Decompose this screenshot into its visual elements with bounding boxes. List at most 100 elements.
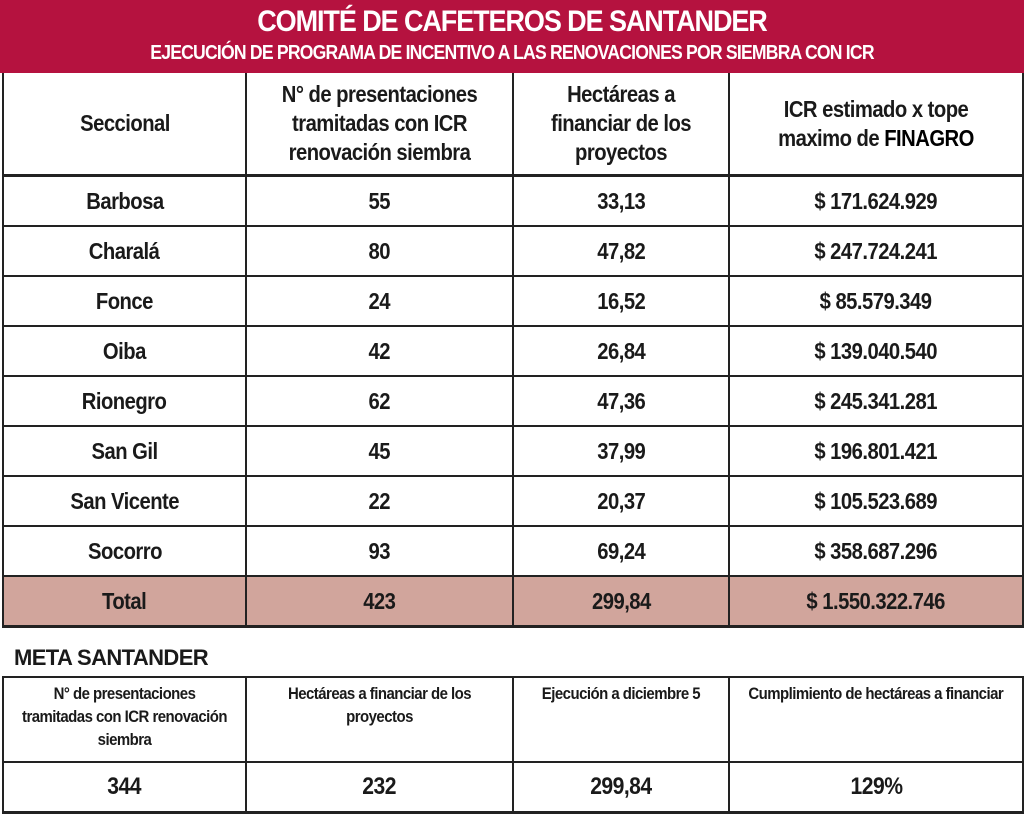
table-cell: Rionegro: [2, 375, 247, 427]
table-cell: $ 1.550.322.746: [728, 575, 1024, 628]
cell-text: 423: [363, 587, 396, 614]
cell-text: 80: [368, 237, 391, 264]
table-cell: Socorro: [2, 525, 247, 577]
meta-header-row: N° de presentaciones tramitadas con ICR …: [2, 676, 1024, 763]
table-cell: San Gil: [2, 425, 247, 477]
cell-text: 93: [368, 537, 391, 564]
table-row: Barbosa 55 33,13 $ 171.624.929: [2, 174, 1024, 227]
table-row: San Gil 45 37,99 $ 196.801.421: [2, 425, 1024, 477]
col-header-presentaciones: N° de presentaciones tramitadas con ICR …: [245, 73, 514, 177]
cell-text: $ 105.523.689: [814, 487, 938, 514]
cell-text: ICR estimado x tope maximo de FINAGRO: [778, 95, 974, 151]
table-row: San Vicente 22 20,37 $ 105.523.689: [2, 475, 1024, 527]
meta-values-row: 344 232 299,84 129%: [2, 761, 1024, 814]
cell-text: 344: [107, 773, 142, 800]
cell-text: $ 1.550.322.746: [806, 587, 946, 614]
cell-text: Rionegro: [82, 387, 167, 414]
table-cell: 299,84: [512, 761, 730, 814]
table-cell: $ 196.801.421: [728, 425, 1024, 477]
table-cell: 33,13: [512, 174, 730, 227]
table-cell: $ 171.624.929: [728, 174, 1024, 227]
cell-text: 42: [368, 337, 391, 364]
table-cell: Oiba: [2, 325, 247, 377]
table-cell: 69,24: [512, 525, 730, 577]
table-cell: $ 245.341.281: [728, 375, 1024, 427]
cell-text: Charalá: [89, 237, 160, 264]
table-cell: 299,84: [512, 575, 730, 628]
cell-text: Oiba: [103, 337, 146, 364]
table-cell: San Vicente: [2, 475, 247, 527]
col-header-seccional: Seccional: [2, 73, 247, 177]
table-cell: Fonce: [2, 275, 247, 327]
cell-text: San Gil: [91, 437, 158, 464]
cell-text: 24: [368, 287, 391, 314]
meta-col-cumplimiento: Cumplimiento de hectáreas a financiar: [728, 676, 1024, 763]
cell-text: 26,84: [596, 337, 646, 364]
cell-text: N° de presentaciones tramitadas con ICR …: [281, 81, 478, 165]
table-row: Rionegro 62 47,36 $ 245.341.281: [2, 375, 1024, 427]
cell-text: 299,84: [590, 773, 652, 800]
cell-text: Socorro: [87, 537, 162, 564]
cell-text: 45: [368, 437, 391, 464]
cell-text: Hectáreas a financiar de los proyectos: [287, 684, 472, 726]
table-cell: $ 358.687.296: [728, 525, 1024, 577]
table-cell: 24: [245, 275, 514, 327]
col-header-hectareas: Hectáreas a financiar de los proyectos: [512, 73, 730, 177]
cell-text: 62: [368, 387, 391, 414]
table-row: Charalá 80 47,82 $ 247.724.241: [2, 225, 1024, 277]
cell-text: 16,52: [596, 287, 646, 314]
table-row: Fonce 24 16,52 $ 85.579.349: [2, 275, 1024, 327]
cell-text: 299,84: [591, 587, 651, 614]
cell-text: Ejecución a diciembre 5: [541, 684, 701, 703]
table-cell: $ 247.724.241: [728, 225, 1024, 277]
meta-section-title: META SANTANDER: [14, 645, 209, 670]
cell-text: $ 245.341.281: [814, 387, 938, 414]
cell-text: Barbosa: [85, 187, 164, 214]
cell-text: 129%: [850, 773, 902, 800]
cell-text: Total: [102, 587, 147, 614]
cell-text: 55: [368, 187, 391, 214]
cell-text: 232: [362, 773, 397, 800]
table-cell: 93: [245, 525, 514, 577]
table-row: Oiba 42 26,84 $ 139.040.540: [2, 325, 1024, 377]
total-row: Total 423 299,84 $ 1.550.322.746: [2, 575, 1024, 628]
cell-text: Cumplimiento de hectáreas a financiar: [748, 684, 1004, 703]
cell-text: 33,13: [596, 187, 646, 214]
table-cell: 45: [245, 425, 514, 477]
table-cell: 37,99: [512, 425, 730, 477]
table-cell: 62: [245, 375, 514, 427]
table-cell: Total: [2, 575, 247, 628]
cell-text: $ 171.624.929: [814, 187, 938, 214]
cell-text: Fonce: [96, 287, 153, 314]
table-cell: $ 139.040.540: [728, 325, 1024, 377]
table-cell: 129%: [728, 761, 1024, 814]
table-cell: 423: [245, 575, 514, 628]
table-cell: 47,36: [512, 375, 730, 427]
table-cell: 20,37: [512, 475, 730, 527]
meta-table: N° de presentaciones tramitadas con ICR …: [2, 676, 1024, 814]
cell-text: Hectáreas a financiar de los proyectos: [550, 81, 692, 165]
table-cell: $ 85.579.349: [728, 275, 1024, 327]
meta-col-hectareas: Hectáreas a financiar de los proyectos: [245, 676, 514, 763]
finagro-label: FINAGRO: [884, 124, 974, 151]
table-cell: 80: [245, 225, 514, 277]
report-subtitle: EJECUCIÓN DE PROGRAMA DE INCENTIVO A LAS…: [150, 42, 874, 64]
cell-text: 69,24: [596, 537, 646, 564]
table-header-row: Seccional N° de presentaciones tramitada…: [2, 73, 1024, 177]
table-cell: 26,84: [512, 325, 730, 377]
cell-text: Seccional: [79, 110, 170, 136]
cell-text: N° de presentaciones tramitadas con ICR …: [21, 684, 228, 749]
cell-text: $ 196.801.421: [814, 437, 938, 464]
title-banner: COMITÉ DE CAFETEROS DE SANTANDER EJECUCI…: [0, 0, 1024, 73]
cell-text: $ 358.687.296: [814, 537, 938, 564]
cell-text: $ 85.579.349: [820, 287, 932, 314]
col-header-icr: ICR estimado x tope maximo de FINAGRO: [728, 73, 1024, 177]
table-cell: 16,52: [512, 275, 730, 327]
cell-text: 20,37: [596, 487, 646, 514]
table-cell: 22: [245, 475, 514, 527]
table-cell: 232: [245, 761, 514, 814]
meta-col-presentaciones: N° de presentaciones tramitadas con ICR …: [2, 676, 247, 763]
table-cell: Barbosa: [2, 174, 247, 227]
cell-text: 47,82: [596, 237, 646, 264]
cell-text: 22: [368, 487, 391, 514]
